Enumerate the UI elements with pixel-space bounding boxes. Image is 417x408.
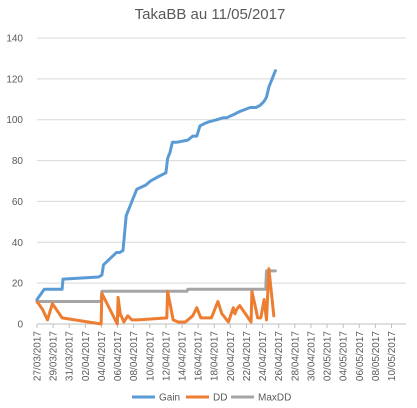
- chart-title: TakaBB au 11/05/2017: [135, 6, 286, 23]
- x-tick-label: 06/04/2017: [113, 331, 124, 381]
- series-line-maxdd: [35, 269, 277, 303]
- x-tick-label: 08/05/2017: [371, 331, 382, 381]
- legend-label-maxdd: MaxDD: [258, 393, 291, 404]
- x-tick-label: 22/04/2017: [242, 331, 253, 381]
- y-tick-label: 60: [12, 197, 24, 208]
- y-tick-label: 140: [6, 34, 23, 45]
- gridlines: [37, 37, 406, 284]
- legend: Gain DD MaxDD: [132, 393, 291, 404]
- x-tick-label: 31/03/2017: [65, 331, 76, 381]
- x-tick-label: 28/04/2017: [290, 331, 301, 381]
- y-tick-label: 120: [6, 74, 23, 85]
- x-tick-label: 20/04/2017: [226, 331, 237, 381]
- x-tick-label: 04/04/2017: [97, 331, 108, 381]
- legend-label-gain: Gain: [159, 393, 180, 404]
- x-tick-label: 04/05/2017: [339, 331, 350, 381]
- series-lines: [35, 69, 277, 326]
- x-tick-label: 06/05/2017: [355, 331, 366, 381]
- x-tick-label: 16/04/2017: [194, 331, 205, 381]
- x-tick-label: 14/04/2017: [178, 331, 189, 381]
- y-tick-label: 80: [12, 156, 24, 167]
- y-tick-label: 0: [17, 320, 23, 331]
- y-axis-ticks: 0 20 40 60 80 100 120 140: [6, 34, 23, 331]
- x-tick-label: 02/04/2017: [81, 331, 92, 381]
- x-tick-label: 18/04/2017: [210, 331, 221, 381]
- x-tick-label: 08/04/2017: [129, 331, 140, 381]
- x-tick-label: 26/04/2017: [274, 331, 285, 381]
- x-tick-label: 24/04/2017: [258, 331, 269, 381]
- x-tick-label: 12/04/2017: [161, 331, 172, 381]
- x-tick-label: 10/04/2017: [145, 331, 156, 381]
- series-line-gain: [35, 69, 277, 301]
- y-tick-label: 20: [12, 279, 24, 290]
- series-line-dd: [35, 267, 276, 326]
- x-tick-label: 02/05/2017: [323, 331, 334, 381]
- x-tick-label: 10/05/2017: [387, 331, 398, 381]
- y-tick-label: 40: [12, 238, 24, 249]
- legend-label-dd: DD: [213, 393, 227, 404]
- x-axis: 27/03/2017 29/03/2017 31/03/2017 02/04/2017…: [33, 323, 406, 381]
- x-tick-label: 30/04/2017: [306, 331, 317, 381]
- y-tick-label: 100: [6, 115, 23, 126]
- x-tick-label: 27/03/2017: [33, 331, 44, 381]
- x-tick-label: 29/03/2017: [49, 331, 60, 381]
